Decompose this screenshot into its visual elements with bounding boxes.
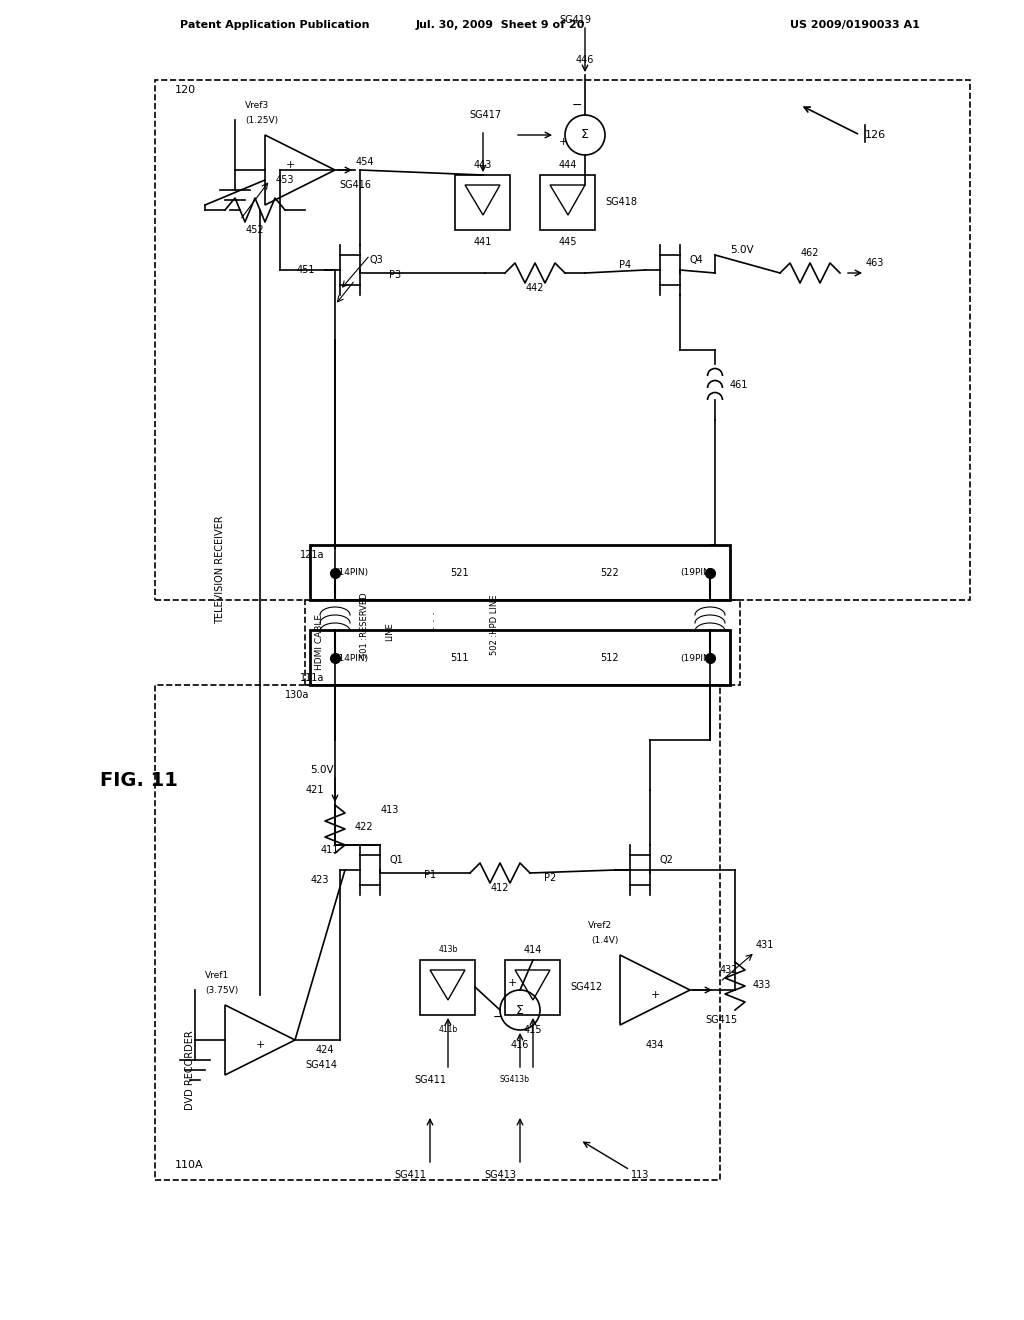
Text: (19PIN): (19PIN) xyxy=(680,569,714,578)
Text: SG411: SG411 xyxy=(414,1074,446,1085)
Text: P2: P2 xyxy=(544,873,556,883)
Text: SG416: SG416 xyxy=(339,180,371,190)
Text: US 2009/0190033 A1: US 2009/0190033 A1 xyxy=(791,20,920,30)
Text: 431: 431 xyxy=(756,940,774,950)
Text: 413b: 413b xyxy=(438,945,458,954)
Text: 413: 413 xyxy=(381,805,399,814)
Text: Jul. 30, 2009  Sheet 9 of 20: Jul. 30, 2009 Sheet 9 of 20 xyxy=(416,20,585,30)
Text: 412: 412 xyxy=(490,883,509,894)
Text: (14PIN): (14PIN) xyxy=(335,653,368,663)
Text: 422: 422 xyxy=(355,822,374,832)
Text: 5.0V: 5.0V xyxy=(310,766,334,775)
Text: FIG. 11: FIG. 11 xyxy=(100,771,178,789)
Text: Vref3: Vref3 xyxy=(245,100,269,110)
Text: Patent Application Publication: Patent Application Publication xyxy=(180,20,370,30)
Text: 501 :RESERVED: 501 :RESERVED xyxy=(360,593,369,657)
Text: · · ·: · · · xyxy=(430,611,440,628)
Text: 461: 461 xyxy=(730,380,749,389)
Text: 502 :HPD LINE: 502 :HPD LINE xyxy=(490,595,499,655)
Text: SG417: SG417 xyxy=(469,110,501,120)
Text: Vref2: Vref2 xyxy=(588,920,612,929)
Text: +: + xyxy=(286,160,295,170)
Text: 411: 411 xyxy=(321,845,339,855)
Text: 451: 451 xyxy=(297,265,315,275)
Text: 463: 463 xyxy=(866,257,884,268)
Text: SG414: SG414 xyxy=(305,1060,337,1071)
Text: SG413: SG413 xyxy=(484,1170,516,1180)
Text: SG418: SG418 xyxy=(605,197,637,207)
Text: 446: 446 xyxy=(575,55,594,65)
Text: 111a: 111a xyxy=(300,673,325,682)
Text: 511: 511 xyxy=(450,653,469,663)
Text: Q1: Q1 xyxy=(390,855,403,865)
Text: 120: 120 xyxy=(175,84,197,95)
Text: +: + xyxy=(650,990,659,1001)
Text: 512: 512 xyxy=(600,653,618,663)
Text: SG413b: SG413b xyxy=(500,1076,530,1085)
Text: 5.0V: 5.0V xyxy=(730,246,754,255)
Text: Q2: Q2 xyxy=(660,855,674,865)
Text: 121a: 121a xyxy=(300,550,325,560)
Text: 130a: 130a xyxy=(285,690,309,700)
Text: 443: 443 xyxy=(474,160,493,170)
Text: TELEVISION RECEIVER: TELEVISION RECEIVER xyxy=(215,516,225,624)
Text: 462: 462 xyxy=(801,248,819,257)
Text: (19PIN): (19PIN) xyxy=(680,653,714,663)
Text: HDMI CABLE: HDMI CABLE xyxy=(315,614,324,671)
Text: 126: 126 xyxy=(865,129,886,140)
Text: 416: 416 xyxy=(511,1040,529,1049)
Text: 421: 421 xyxy=(306,785,325,795)
Text: 411b: 411b xyxy=(438,1026,458,1035)
Text: P3: P3 xyxy=(389,271,401,280)
Text: 453: 453 xyxy=(275,176,294,185)
Text: 110A: 110A xyxy=(175,1160,204,1170)
Text: (3.75V): (3.75V) xyxy=(205,986,239,994)
Text: 415: 415 xyxy=(523,1026,543,1035)
Text: 441: 441 xyxy=(474,238,493,247)
Text: −: − xyxy=(571,99,583,111)
Text: +: + xyxy=(558,137,567,147)
Text: (1.25V): (1.25V) xyxy=(245,116,279,124)
Text: (1.4V): (1.4V) xyxy=(591,936,618,945)
Text: SG419: SG419 xyxy=(559,15,591,25)
Text: P4: P4 xyxy=(618,260,631,271)
Text: P1: P1 xyxy=(424,870,436,880)
Text: Σ: Σ xyxy=(516,1003,524,1016)
Text: Σ: Σ xyxy=(581,128,589,141)
Text: Q4: Q4 xyxy=(690,255,703,265)
Text: 522: 522 xyxy=(600,568,618,578)
Text: 445: 445 xyxy=(559,238,578,247)
Text: SG411: SG411 xyxy=(394,1170,426,1180)
Text: SG415: SG415 xyxy=(705,1015,737,1026)
Text: 113: 113 xyxy=(631,1170,649,1180)
Text: 433: 433 xyxy=(753,979,771,990)
Text: 452: 452 xyxy=(246,224,264,235)
Text: 521: 521 xyxy=(450,568,469,578)
Text: 424: 424 xyxy=(315,1045,334,1055)
Text: −: − xyxy=(493,1011,503,1023)
Text: 432: 432 xyxy=(720,965,738,975)
Text: (14PIN): (14PIN) xyxy=(335,569,368,578)
Text: 442: 442 xyxy=(525,282,544,293)
Text: +: + xyxy=(507,978,517,987)
Text: 414: 414 xyxy=(524,945,542,954)
Text: 454: 454 xyxy=(355,157,374,168)
Text: Vref1: Vref1 xyxy=(205,970,229,979)
Text: SG412: SG412 xyxy=(570,982,602,993)
Text: 444: 444 xyxy=(559,160,578,170)
Text: 434: 434 xyxy=(646,1040,665,1049)
Text: Q3: Q3 xyxy=(370,255,384,265)
Text: LINE: LINE xyxy=(385,623,394,642)
Text: +: + xyxy=(255,1040,264,1049)
Text: 423: 423 xyxy=(310,875,330,884)
Text: DVD RECORDER: DVD RECORDER xyxy=(185,1030,195,1110)
